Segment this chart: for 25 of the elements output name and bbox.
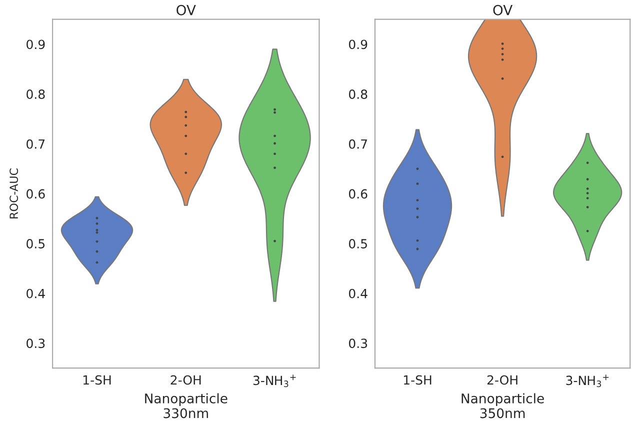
y-tick-label: 0.4 bbox=[26, 288, 45, 298]
y-tick-label: 0.8 bbox=[348, 90, 368, 99]
y-tick-label: 0.5 bbox=[348, 238, 367, 248]
x-tick-label: 1-SH bbox=[83, 375, 111, 385]
y-tick-label: 0.7 bbox=[26, 139, 45, 149]
x-tick-label: 2-OH bbox=[487, 375, 518, 385]
chart-title: OV bbox=[493, 4, 513, 16]
x-tick-label: 1-SH bbox=[404, 375, 432, 385]
x-axis-title: Nanoparticle 350nm bbox=[462, 393, 544, 418]
y-tick-label: 0.4 bbox=[348, 288, 368, 298]
x-tick-label: 2-OH bbox=[170, 375, 201, 385]
y-tick-label: 0.7 bbox=[348, 139, 367, 149]
x-tick-label: 3-NH$_{3}$$^{+}$ bbox=[566, 374, 609, 388]
x-axis-title: Nanoparticle 330nm bbox=[145, 393, 228, 418]
y-tick-label: 0.9 bbox=[26, 40, 45, 50]
y-tick-label: 0.9 bbox=[348, 40, 368, 50]
y-tick-label: 0.8 bbox=[26, 90, 45, 99]
y-tick-label: 0.3 bbox=[26, 338, 45, 348]
chart-title: OV bbox=[176, 4, 196, 16]
y-tick-label: 0.5 bbox=[26, 238, 45, 248]
y-tick-label: 0.6 bbox=[26, 189, 45, 199]
y-tick-label: 0.3 bbox=[348, 338, 368, 348]
y-tick-label: 0.6 bbox=[348, 189, 368, 199]
x-tick-label: 3-NH$_{3}$$^{+}$ bbox=[253, 374, 296, 388]
y-axis-title: ROC-AUC bbox=[10, 168, 18, 218]
